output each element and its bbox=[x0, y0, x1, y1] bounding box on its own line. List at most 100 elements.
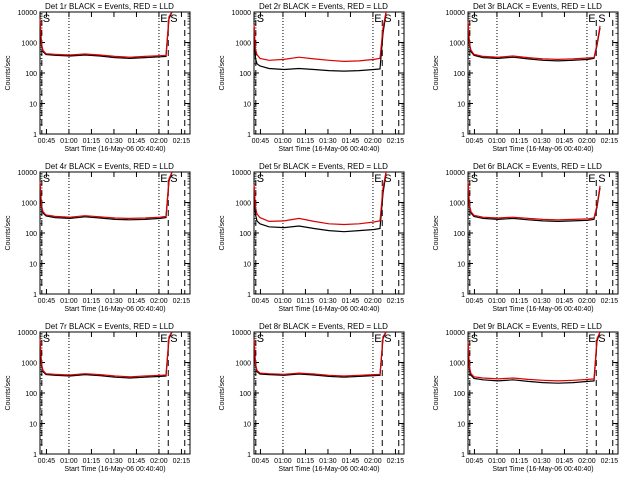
x-tick-label: 01:30 bbox=[105, 298, 123, 305]
series-lld-line bbox=[253, 11, 387, 63]
x-axis-label: Start Time (16-May-06 00:40:40) bbox=[278, 466, 379, 473]
x-tick-label: 01:45 bbox=[556, 458, 574, 465]
marker-start: S bbox=[43, 173, 50, 185]
x-tick-label: 01:45 bbox=[342, 298, 360, 305]
y-tick-label: 10 bbox=[457, 102, 465, 109]
x-tick-label: 00:45 bbox=[466, 138, 484, 145]
y-tick-label: 1000 bbox=[235, 201, 251, 208]
y-tick-label: 10 bbox=[243, 262, 251, 269]
panel-title: Det 1r BLACK = Events, RED = LLD bbox=[45, 2, 174, 11]
x-tick-label: 00:45 bbox=[252, 298, 270, 305]
series-events-line bbox=[253, 13, 387, 72]
marker-start: S bbox=[43, 13, 50, 25]
panel-title: Det 2r BLACK = Events, RED = LLD bbox=[259, 2, 388, 11]
x-tick-label: 01:30 bbox=[533, 458, 551, 465]
x-tick-label: 02:00 bbox=[578, 458, 596, 465]
marker-end: E bbox=[588, 333, 595, 345]
x-axis-label: Start Time (16-May-06 00:40:40) bbox=[492, 466, 593, 473]
y-tick-label: 1 bbox=[247, 292, 251, 299]
x-axis-label: Start Time (16-May-06 00:40:40) bbox=[64, 306, 165, 313]
y-tick-label: 1 bbox=[461, 292, 465, 299]
x-tick-label: 01:15 bbox=[511, 138, 529, 145]
marker-end: E bbox=[160, 13, 167, 25]
x-tick-label: 01:45 bbox=[556, 138, 574, 145]
y-tick-label: 10 bbox=[457, 422, 465, 429]
panel-4: Det 4r BLACK = Events, RED = LLD 1 10 100 10… bbox=[5, 162, 191, 313]
marker-saa: S bbox=[170, 173, 177, 185]
marker-end: E bbox=[374, 173, 381, 185]
panel-title: Det 4r BLACK = Events, RED = LLD bbox=[45, 162, 174, 171]
y-tick-label: 1 bbox=[33, 452, 37, 459]
panel-title: Det 8r BLACK = Events, RED = LLD bbox=[259, 322, 388, 331]
x-tick-label: 01:00 bbox=[488, 298, 506, 305]
x-axis-label: Start Time (16-May-06 00:40:40) bbox=[492, 146, 593, 153]
y-axis-label: Counts/sec bbox=[433, 55, 440, 91]
marker-end: E bbox=[160, 333, 167, 345]
y-tick-label: 10000 bbox=[446, 10, 466, 17]
x-tick-label: 01:30 bbox=[319, 298, 337, 305]
x-tick-label: 02:00 bbox=[150, 138, 168, 145]
x-tick-label: 01:15 bbox=[511, 298, 529, 305]
marker-end: E bbox=[160, 173, 167, 185]
series-events-line bbox=[467, 331, 601, 384]
y-tick-label: 10 bbox=[243, 422, 251, 429]
marker-start: S bbox=[471, 333, 478, 345]
panel-title: Det 9r BLACK = Events, RED = LLD bbox=[473, 322, 602, 331]
panel-5: Det 5r BLACK = Events, RED = LLD 1 10 100 10… bbox=[219, 162, 405, 313]
x-tick-label: 01:30 bbox=[105, 138, 123, 145]
y-tick-label: 10000 bbox=[232, 10, 252, 17]
x-tick-label: 01:30 bbox=[105, 458, 123, 465]
marker-saa: S bbox=[384, 13, 391, 25]
marker-saa: S bbox=[384, 333, 391, 345]
x-tick-label: 01:45 bbox=[128, 138, 146, 145]
x-tick-label: 02:15 bbox=[601, 298, 619, 305]
plot-frame bbox=[467, 11, 619, 135]
series-lld-line bbox=[467, 181, 601, 221]
x-axis-label: Start Time (16-May-06 00:40:40) bbox=[64, 466, 165, 473]
panel-8: Det 8r BLACK = Events, RED = LLD 1 10 100 10… bbox=[219, 322, 405, 473]
y-tick-label: 100 bbox=[239, 231, 251, 238]
x-tick-label: 01:15 bbox=[83, 298, 101, 305]
y-tick-label: 10000 bbox=[446, 330, 466, 337]
marker-start: S bbox=[257, 13, 264, 25]
panel-1: Det 1r BLACK = Events, RED = LLD 1 10 100 10… bbox=[5, 2, 191, 153]
x-tick-label: 01:30 bbox=[319, 138, 337, 145]
panel-title: Det 3r BLACK = Events, RED = LLD bbox=[473, 2, 602, 11]
x-tick-label: 00:45 bbox=[466, 458, 484, 465]
x-tick-label: 01:00 bbox=[274, 138, 292, 145]
series-events-line bbox=[39, 11, 173, 60]
series-lld-line bbox=[253, 171, 387, 226]
y-tick-label: 100 bbox=[25, 71, 37, 78]
x-tick-label: 01:15 bbox=[297, 458, 315, 465]
y-tick-label: 1 bbox=[461, 132, 465, 139]
x-tick-label: 02:00 bbox=[578, 298, 596, 305]
x-tick-label: 02:15 bbox=[601, 138, 619, 145]
marker-start: S bbox=[43, 333, 50, 345]
y-tick-label: 10000 bbox=[232, 170, 252, 177]
y-tick-label: 1 bbox=[33, 132, 37, 139]
plot-frame bbox=[467, 171, 619, 295]
x-tick-label: 01:00 bbox=[488, 458, 506, 465]
marker-saa: S bbox=[170, 13, 177, 25]
x-tick-label: 01:15 bbox=[83, 138, 101, 145]
panel-9: Det 9r BLACK = Events, RED = LLD 1 10 100 10… bbox=[433, 322, 619, 473]
x-tick-label: 00:45 bbox=[252, 138, 270, 145]
plot-frame bbox=[467, 331, 619, 455]
x-tick-label: 01:45 bbox=[342, 138, 360, 145]
x-tick-label: 00:45 bbox=[38, 138, 56, 145]
x-tick-label: 01:15 bbox=[511, 458, 529, 465]
y-tick-label: 100 bbox=[453, 231, 465, 238]
y-axis-label: Counts/sec bbox=[5, 215, 12, 251]
y-tick-label: 1000 bbox=[21, 361, 37, 368]
x-tick-label: 02:15 bbox=[173, 138, 191, 145]
y-axis-label: Counts/sec bbox=[5, 375, 12, 411]
x-tick-label: 01:30 bbox=[533, 138, 551, 145]
y-tick-label: 1000 bbox=[449, 41, 465, 48]
x-tick-label: 01:30 bbox=[533, 298, 551, 305]
plot-frame bbox=[253, 11, 405, 135]
marker-saa: S bbox=[170, 333, 177, 345]
marker-end: E bbox=[588, 13, 595, 25]
x-tick-label: 01:00 bbox=[274, 458, 292, 465]
x-tick-label: 02:15 bbox=[173, 298, 191, 305]
marker-end: E bbox=[374, 13, 381, 25]
